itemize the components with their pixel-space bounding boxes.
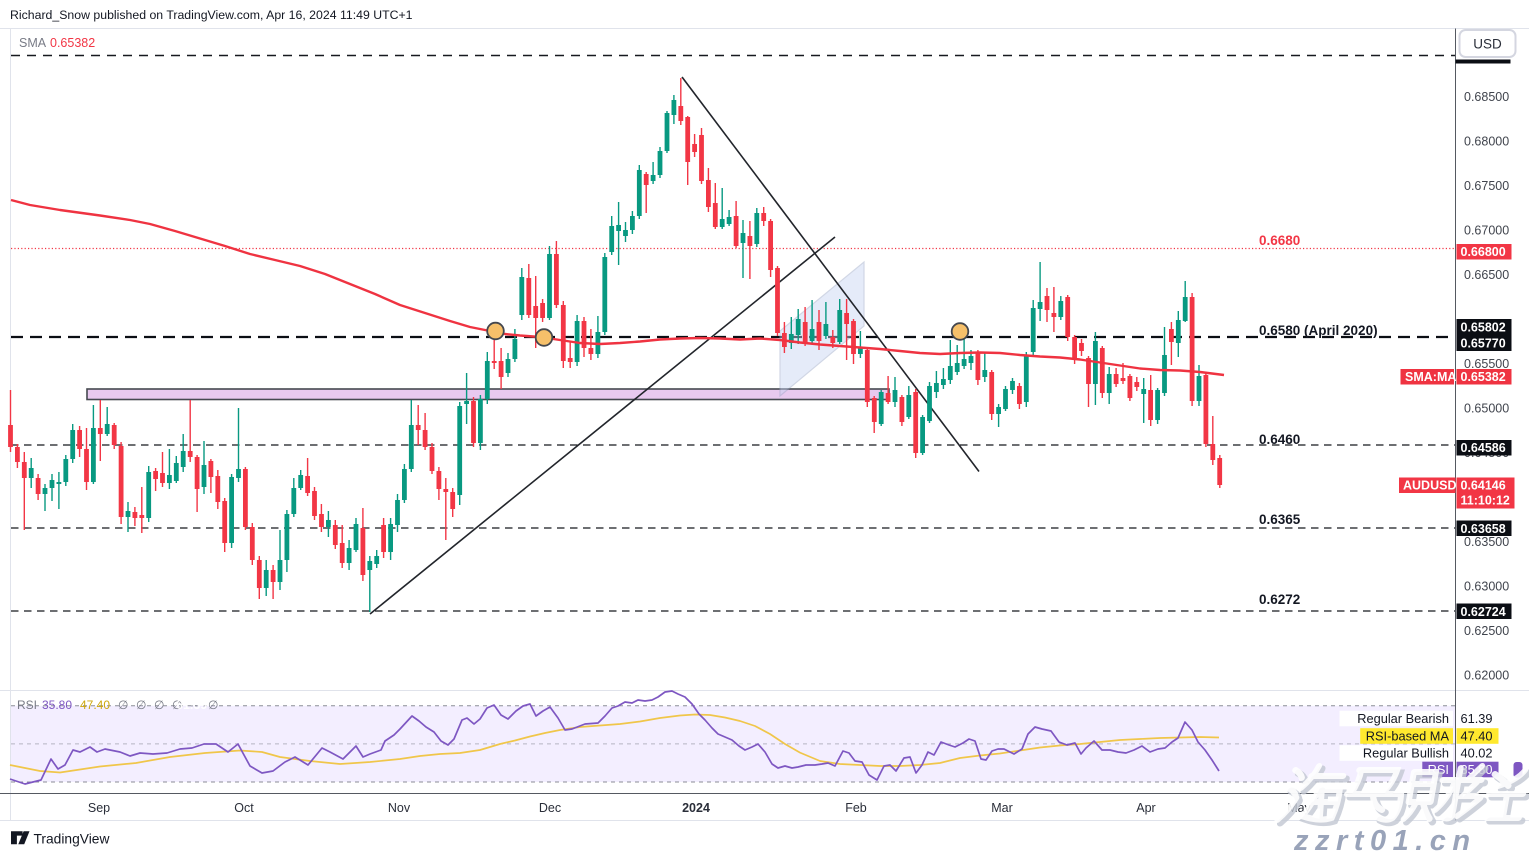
svg-text:USD: USD xyxy=(1473,37,1502,52)
svg-text:Richard_Snow published on Trad: Richard_Snow published on TradingView.co… xyxy=(10,8,413,22)
svg-text:0.6272: 0.6272 xyxy=(1259,592,1300,607)
svg-text:0.65382: 0.65382 xyxy=(50,36,95,50)
svg-text:0.63658: 0.63658 xyxy=(1461,522,1506,536)
svg-text:Mar: Mar xyxy=(991,801,1013,815)
svg-text:0.62000: 0.62000 xyxy=(1464,669,1509,683)
svg-text:∅: ∅ xyxy=(118,698,128,712)
svg-text:Feb: Feb xyxy=(845,801,867,815)
svg-text:Regular Bearish: Regular Bearish xyxy=(1357,711,1449,726)
svg-text:47.40: 47.40 xyxy=(80,698,110,712)
svg-text:Dec: Dec xyxy=(539,801,561,815)
svg-text:11:10:12: 11:10:12 xyxy=(1461,494,1510,508)
svg-text:0.65770: 0.65770 xyxy=(1461,337,1506,351)
svg-text:SMA: SMA xyxy=(19,36,47,50)
svg-text:40.02: 40.02 xyxy=(1461,746,1493,761)
svg-text:0.64586: 0.64586 xyxy=(1461,441,1506,455)
svg-text:Apr: Apr xyxy=(1136,801,1155,815)
svg-text:0.67000: 0.67000 xyxy=(1464,224,1509,238)
svg-text:TradingView: TradingView xyxy=(34,832,110,847)
svg-text:47.40: 47.40 xyxy=(1461,729,1493,744)
svg-text:0.66500: 0.66500 xyxy=(1464,268,1509,282)
svg-text:0.66800: 0.66800 xyxy=(1461,245,1506,259)
svg-text:zzrt01.cn: zzrt01.cn xyxy=(1292,824,1476,856)
svg-text:RSI-based MA: RSI-based MA xyxy=(1366,729,1450,744)
svg-text:Regular Bullish: Regular Bullish xyxy=(1363,746,1449,761)
svg-text:∅: ∅ xyxy=(154,698,164,712)
svg-text:0.63000: 0.63000 xyxy=(1464,580,1509,594)
svg-text:61.39: 61.39 xyxy=(176,698,207,712)
svg-text:0.67500: 0.67500 xyxy=(1464,179,1509,193)
svg-text:0.65382: 0.65382 xyxy=(1461,370,1506,384)
svg-text:35.80: 35.80 xyxy=(42,698,72,712)
svg-text:SMA:MA: SMA:MA xyxy=(1405,370,1456,384)
svg-text:0.65500: 0.65500 xyxy=(1464,357,1509,371)
svg-text:0.6580 (April 2020): 0.6580 (April 2020) xyxy=(1259,323,1378,338)
svg-text:0.6460: 0.6460 xyxy=(1259,432,1300,447)
svg-text:2024: 2024 xyxy=(682,801,710,815)
svg-text:Oct: Oct xyxy=(234,801,254,815)
svg-text:∅: ∅ xyxy=(208,698,218,712)
svg-text:AUDUSD: AUDUSD xyxy=(1403,479,1456,493)
svg-text:0.6680: 0.6680 xyxy=(1259,233,1300,248)
svg-text:0.62724: 0.62724 xyxy=(1461,605,1506,619)
svg-text:··: ·· xyxy=(190,698,198,712)
svg-text:0.6365: 0.6365 xyxy=(1259,512,1301,527)
svg-text:Nov: Nov xyxy=(388,801,411,815)
svg-text:zzrt01.cn: zzrt01.cn xyxy=(1293,825,1477,857)
svg-text:∅: ∅ xyxy=(172,698,182,712)
svg-text:∅: ∅ xyxy=(136,698,146,712)
svg-text:0.62500: 0.62500 xyxy=(1464,624,1509,638)
svg-text:0.68000: 0.68000 xyxy=(1464,135,1509,149)
svg-text:RSI: RSI xyxy=(17,698,37,712)
svg-text:Sep: Sep xyxy=(88,801,110,815)
svg-text:0.65802: 0.65802 xyxy=(1461,321,1506,335)
svg-text:0.63500: 0.63500 xyxy=(1464,535,1509,549)
svg-text:61.39: 61.39 xyxy=(1461,711,1493,726)
svg-text:0.65000: 0.65000 xyxy=(1464,402,1509,416)
svg-text:0.68500: 0.68500 xyxy=(1464,90,1509,104)
svg-text:0.64146: 0.64146 xyxy=(1461,479,1506,493)
